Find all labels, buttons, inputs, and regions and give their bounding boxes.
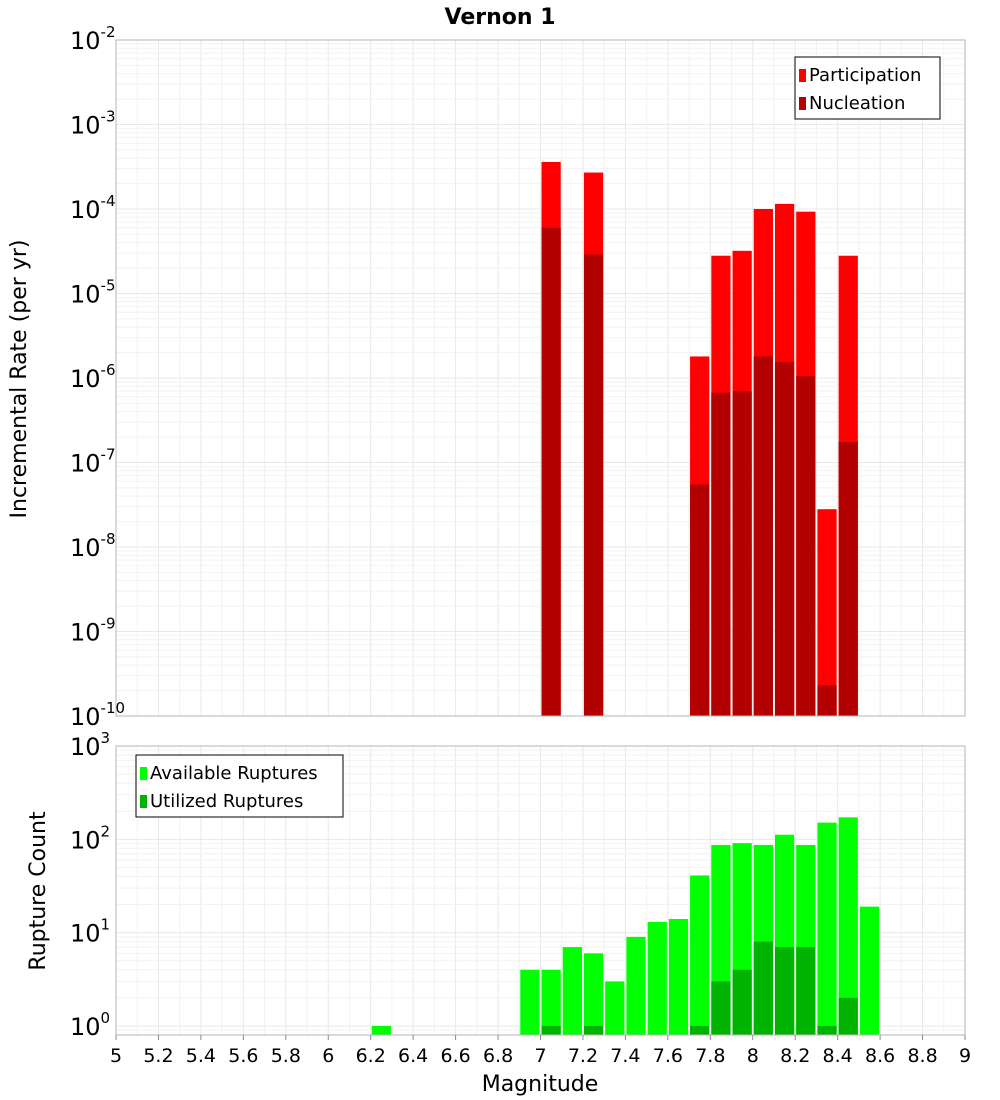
x-tick-label: 6 (322, 1045, 334, 1067)
y-axis-title-count: Rupture Count (26, 811, 51, 971)
count-bar-b (711, 981, 731, 1035)
count-bar-b (774, 947, 795, 1035)
y-tick-label: 10-7 (70, 446, 116, 478)
x-tick-label: 8.2 (780, 1045, 810, 1067)
count-bar-b (732, 969, 752, 1035)
x-tick-label: 6.2 (356, 1045, 386, 1067)
legend-label: Nucleation (809, 93, 905, 114)
count-bar-a (817, 822, 837, 1035)
x-tick-label: 5.2 (143, 1045, 173, 1067)
rate-bar-b (583, 254, 604, 716)
x-tick-label: 5.8 (271, 1045, 301, 1067)
count-bar-a (605, 981, 625, 1035)
y-tick-label: 10-5 (70, 277, 116, 309)
legend-swatch (140, 767, 147, 780)
y-tick-label: 10-10 (70, 699, 125, 731)
x-tick-label: 8.4 (823, 1045, 853, 1067)
count-bar-b (583, 1025, 604, 1035)
x-tick-label: 5.4 (186, 1045, 216, 1067)
count-bar-a (562, 947, 582, 1035)
count-bar-b (796, 947, 816, 1035)
rate-bar-b (817, 685, 837, 716)
x-tick-label: 5.6 (228, 1045, 258, 1067)
legend (794, 56, 941, 120)
count-bar-a (371, 1025, 391, 1035)
count-bar-a (690, 875, 710, 1035)
legend-swatch (799, 97, 806, 110)
rate-bar-b (774, 361, 795, 716)
rate-bar-b (753, 356, 773, 716)
legend (135, 754, 344, 818)
y-tick-label: 10-6 (70, 361, 116, 393)
rate-bar-b (541, 227, 561, 716)
count-bar-a (668, 919, 689, 1035)
count-bar-a (541, 969, 561, 1035)
rate-bar-b (711, 392, 731, 716)
x-tick-label: 6.4 (398, 1045, 428, 1067)
rate-bar-b (690, 484, 710, 716)
rate-bar-b (732, 391, 752, 716)
count-bar-b (753, 941, 773, 1035)
y-tick-label: 100 (70, 1009, 110, 1041)
legend-label: Participation (809, 65, 921, 86)
y-tick-label: 10-3 (70, 108, 116, 140)
x-tick-label: 7.6 (653, 1045, 683, 1067)
x-tick-label: 8.6 (865, 1045, 895, 1067)
y-tick-label: 10-9 (70, 615, 116, 647)
x-tick-label: 9 (959, 1045, 971, 1067)
legend-swatch (799, 69, 806, 82)
x-tick-label: 7.8 (695, 1045, 725, 1067)
y-tick-label: 10-2 (70, 23, 116, 55)
count-bar-a (647, 922, 667, 1035)
x-tick-label: 7 (534, 1045, 546, 1067)
count-bar-a (520, 969, 540, 1035)
x-axis-title: Magnitude (482, 1072, 599, 1097)
count-bar-a (583, 953, 604, 1035)
y-tick-label: 103 (70, 729, 110, 761)
rate-bar-a (817, 509, 837, 716)
count-bar-a (859, 906, 880, 1035)
y-tick-label: 10-8 (70, 530, 116, 562)
x-tick-label: 7.4 (610, 1045, 640, 1067)
y-axis-title-rate: Incremental Rate (per yr) (7, 240, 32, 519)
rate-plot-panel: 10-10 10-9 10-8 10-7 10-6 10-5 10-4 10-3 10-2 Par… (70, 23, 966, 731)
y-tick-label: 102 (70, 822, 110, 854)
count-bar-b (541, 1025, 561, 1035)
plot-border (115, 39, 966, 717)
x-tick-label: 5 (110, 1045, 122, 1067)
count-bar-b (817, 1025, 837, 1035)
legend-label: Utilized Ruptures (150, 791, 303, 812)
chart-title: Vernon 1 (445, 5, 556, 30)
count-bar-a (838, 817, 858, 1035)
x-tick-label: 8.8 (907, 1045, 937, 1067)
rate-bar-b (796, 376, 816, 716)
count-bar-a (626, 936, 646, 1035)
x-tick-label: 6.6 (440, 1045, 470, 1067)
x-tick-label: 8 (747, 1045, 759, 1067)
rate-bar-b (838, 441, 858, 716)
legend-swatch (140, 795, 147, 808)
count-bar-b (690, 1025, 710, 1035)
x-tick-label: 6.8 (483, 1045, 513, 1067)
count-bar-b (838, 997, 858, 1035)
legend-label: Available Ruptures (150, 763, 318, 784)
y-tick-label: 10-4 (70, 192, 116, 224)
x-tick-label: 7.2 (568, 1045, 598, 1067)
y-tick-label: 101 (70, 916, 110, 948)
